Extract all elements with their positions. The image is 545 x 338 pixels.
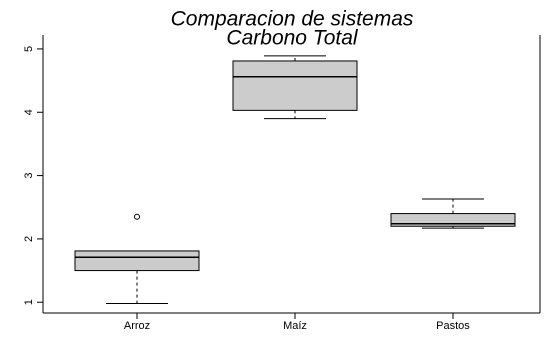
chart-title: Carbono Total: [226, 27, 358, 50]
outlier: [134, 213, 140, 220]
box: [232, 60, 358, 111]
box: [74, 250, 200, 272]
y-tick-label: 1: [23, 299, 35, 305]
chart-title: Comparacion de sistemas: [171, 8, 414, 31]
y-tick-label: 5: [23, 46, 35, 52]
x-tick-label: Pastos: [436, 320, 470, 332]
x-tick-label: Arroz: [124, 320, 150, 332]
x-tick-label: Maíz: [283, 320, 307, 332]
y-tick-label: 2: [23, 236, 35, 242]
y-tick-label: 4: [23, 109, 35, 115]
y-tick-label: 3: [23, 173, 35, 179]
